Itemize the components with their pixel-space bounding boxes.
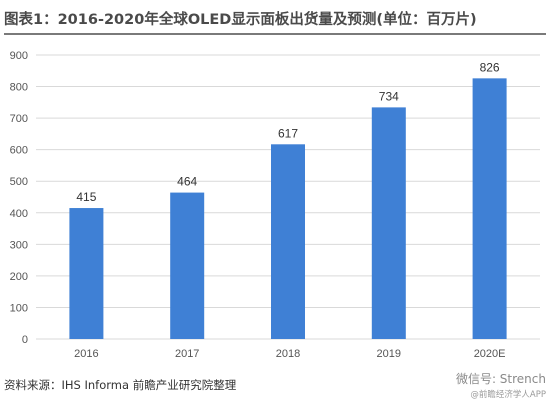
- x-tick-label: 2016: [74, 348, 98, 360]
- bar-2017: [170, 192, 205, 339]
- y-tick-label: 100: [10, 302, 28, 314]
- bar-2018: [271, 144, 305, 339]
- y-tick-label: 300: [10, 239, 28, 251]
- data-label: 734: [379, 89, 399, 103]
- bar-2016: [69, 208, 104, 339]
- x-tick-label: 2017: [175, 348, 199, 360]
- y-tick-label: 800: [10, 82, 28, 94]
- y-tick-label: 600: [10, 145, 28, 157]
- bar-2020E: [472, 78, 507, 340]
- app-watermark: @前瞻经济学人APP: [470, 390, 546, 400]
- y-tick-label: 0: [22, 334, 28, 346]
- x-tick-label: 2020E: [474, 348, 506, 360]
- watermark: 微信号: Strench @前瞻经济学人APP: [456, 370, 546, 400]
- wechat-id: 微信号: Strench: [455, 372, 546, 386]
- data-label: 617: [278, 126, 298, 140]
- y-tick-label: 900: [10, 50, 28, 62]
- x-tick-label: 2019: [377, 348, 401, 360]
- chart-title: 图表1：2016-2020年全球OLED显示面板出货量及预测(单位：百万片): [4, 12, 477, 28]
- bar-2019: [371, 107, 406, 339]
- y-tick-label: 200: [10, 271, 28, 283]
- bar-chart: 0 100 200 300 400 500 600 700 800 900 415 464 617 73…: [10, 50, 540, 360]
- x-tick-label: 2018: [276, 348, 300, 360]
- y-tick-label: 400: [10, 208, 28, 220]
- x-axis-ticks: 2016 2017 2018 2019 2020E: [74, 348, 505, 360]
- data-label: 415: [76, 190, 96, 204]
- data-labels: 415 464 617 734 826: [76, 60, 500, 204]
- y-tick-label: 500: [10, 176, 28, 188]
- y-axis-ticks: 0 100 200 300 400 500 600 700 800 900: [10, 50, 28, 346]
- source-note: 资料来源：IHS Informa 前瞻产业研究院整理: [4, 378, 237, 392]
- y-tick-label: 700: [10, 113, 28, 125]
- title-divider: [4, 33, 546, 35]
- bars: [69, 78, 507, 340]
- data-label: 826: [480, 60, 500, 74]
- data-label: 464: [177, 175, 197, 189]
